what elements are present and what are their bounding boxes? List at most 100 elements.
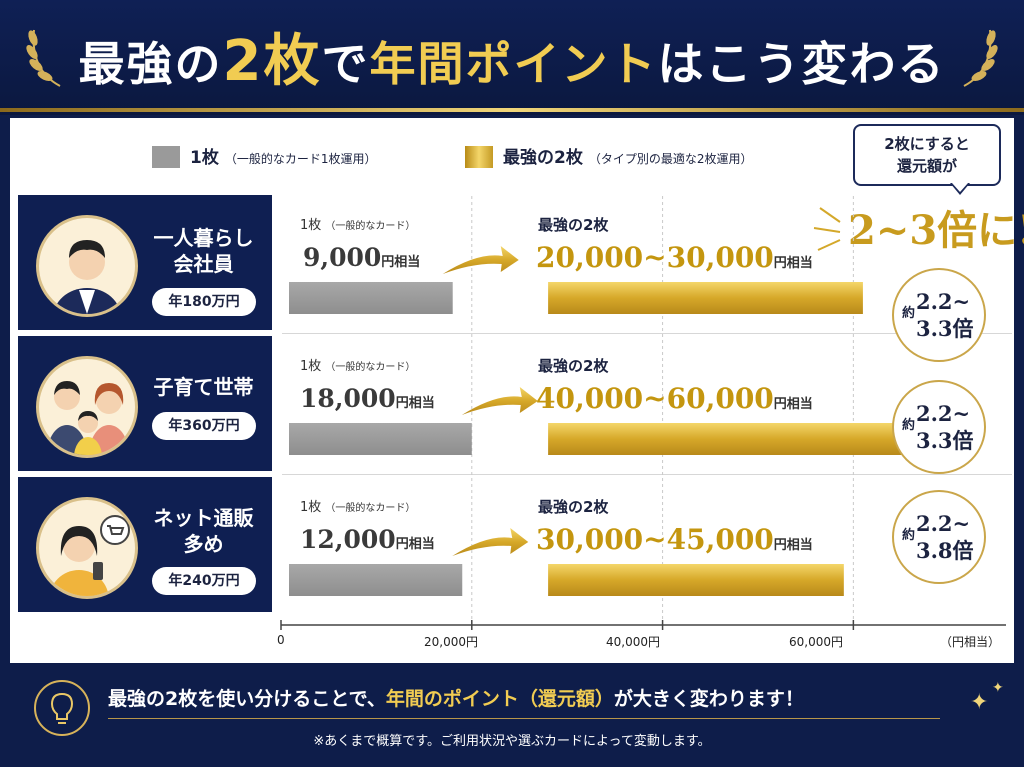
single-card-title: 1枚 bbox=[300, 500, 322, 515]
legend-best-note: （タイプ別の最適な2枚運用） bbox=[588, 152, 753, 166]
shopper-icon bbox=[49, 515, 130, 596]
title-part-4: 年間ポイント bbox=[369, 37, 658, 91]
legend-single-label: 1枚 bbox=[190, 148, 219, 168]
x-axis-unit: （円相当） bbox=[940, 635, 1001, 649]
ratio-high: 3.3倍 bbox=[916, 428, 974, 453]
callout-line-1: 2枚にすると bbox=[884, 135, 970, 153]
single-card-label: 1枚 （一般的なカード） bbox=[300, 355, 415, 374]
unit-label: 円相当 bbox=[773, 538, 813, 553]
unit-label: 円相当 bbox=[381, 255, 421, 270]
footer-message-b: 年間のポイント（還元額） bbox=[385, 688, 614, 710]
lightbulb-icon bbox=[34, 680, 90, 736]
header-divider bbox=[0, 108, 1024, 112]
single-card-title: 1枚 bbox=[300, 218, 322, 233]
income-badge: 年180万円 bbox=[152, 288, 256, 316]
bar-best-two-cards bbox=[548, 423, 911, 455]
x-tick-label: 0 bbox=[277, 633, 285, 647]
page-title: 最強の2枚で年間ポイントはこう変わる bbox=[40, 22, 984, 102]
single-card-label: 1枚 （一般的なカード） bbox=[300, 496, 415, 515]
unit-label: 円相当 bbox=[773, 256, 813, 271]
legend-best: 最強の2枚 （タイプ別の最適な2枚運用） bbox=[503, 143, 752, 168]
header bbox=[0, 0, 1024, 115]
single-card-amount: 18,000 bbox=[300, 384, 396, 413]
avatar-online-shopper bbox=[36, 497, 138, 599]
income-badge: 年240万円 bbox=[152, 567, 256, 595]
callout-line-2: 還元額が bbox=[896, 157, 957, 175]
title-part-1: 最強の bbox=[78, 37, 223, 91]
footer bbox=[0, 666, 1024, 767]
sparkle-icon: ✦ bbox=[992, 680, 1004, 696]
single-card-note: （一般的なカード） bbox=[325, 221, 416, 232]
single-card-value: 18,000円相当 bbox=[300, 384, 435, 413]
ratio-badge: 約 2.2~ 3.3倍 bbox=[892, 380, 986, 474]
bar-single-card bbox=[289, 282, 453, 314]
callout-tail-inner bbox=[952, 183, 968, 192]
single-card-note: （一般的なカード） bbox=[325, 362, 416, 373]
legend-single-note: （一般的なカード1枚運用） bbox=[224, 152, 377, 166]
persona-name-line2: 会社員 bbox=[173, 252, 234, 276]
legend-best-label: 最強の2枚 bbox=[503, 148, 583, 168]
footer-note: ※あくまで概算です。ご利用状況や選ぶカードによって変動します。 bbox=[313, 734, 711, 749]
ratio-high: 3.8倍 bbox=[916, 538, 974, 563]
persona-name-line1: ネット通販 bbox=[153, 506, 254, 530]
footer-message: 最強の2枚を使い分けることで、年間のポイント（還元額）が大きく変わります！ bbox=[108, 684, 938, 711]
best-two-value: 20,000~30,000円相当 bbox=[536, 241, 813, 274]
best-two-label: 最強の2枚 bbox=[538, 216, 609, 234]
arrow-icon bbox=[452, 528, 529, 556]
person-icon bbox=[53, 240, 121, 314]
single-card-label: 1枚 （一般的なカード） bbox=[300, 214, 415, 233]
single-card-note: （一般的なカード） bbox=[325, 503, 416, 514]
arrow-icon bbox=[442, 246, 519, 274]
unit-label: 円相当 bbox=[395, 396, 435, 411]
best-two-label: 最強の2枚 bbox=[538, 357, 609, 375]
laurel-left-icon bbox=[26, 29, 61, 87]
single-card-title: 1枚 bbox=[300, 359, 322, 374]
unit-label: 円相当 bbox=[395, 537, 435, 552]
ratio-prefix: 約 bbox=[902, 528, 916, 543]
persona-name-line1: 一人暮らし bbox=[153, 226, 254, 250]
ratio-badge: 約 2.2~ 3.8倍 bbox=[892, 490, 986, 584]
ratio-badge: 約 2.2~ 3.3倍 bbox=[892, 268, 986, 362]
single-card-value: 12,000円相当 bbox=[300, 525, 435, 554]
title-part-3: で bbox=[321, 37, 370, 91]
best-two-amount: 20,000~30,000 bbox=[536, 241, 774, 274]
best-two-label: 最強の2枚 bbox=[538, 498, 609, 516]
ratio-low: 2.2~ bbox=[916, 289, 971, 314]
title-part-2: 2枚 bbox=[222, 29, 322, 94]
multiplier-emphasis: 2~3倍に! bbox=[848, 207, 1024, 254]
ratio-prefix: 約 bbox=[902, 418, 916, 433]
x-tick-label: 60,000円 bbox=[789, 635, 843, 649]
arrow-icon bbox=[461, 387, 538, 415]
callout-box: 2枚にすると 還元額が bbox=[853, 124, 1001, 186]
footer-message-a: 最強の2枚を使い分けることで、 bbox=[108, 688, 386, 710]
best-two-amount: 40,000~60,000 bbox=[536, 382, 774, 415]
persona-card-family: 子育て世帯 年360万円 bbox=[18, 336, 272, 471]
x-tick-label: 20,000円 bbox=[424, 635, 478, 649]
persona-name-line2: 多め bbox=[183, 532, 224, 556]
bar-best-two-cards bbox=[548, 282, 863, 314]
ratio-prefix: 約 bbox=[902, 306, 916, 321]
legend-single: 1枚 （一般的なカード1枚運用） bbox=[190, 143, 376, 168]
ratio-low: 2.2~ bbox=[916, 511, 971, 536]
income-badge: 年360万円 bbox=[152, 412, 256, 440]
persona-name-line1: 子育て世帯 bbox=[153, 375, 254, 399]
sparkle-icon: ✦ bbox=[970, 690, 989, 715]
burst-lines-icon bbox=[813, 207, 841, 251]
legend-swatch-best bbox=[465, 146, 493, 168]
persona-card-single-worker: 一人暮らし 会社員 年180万円 bbox=[18, 195, 272, 330]
x-tick-label: 40,000円 bbox=[606, 635, 660, 649]
single-card-amount: 9,000 bbox=[303, 243, 382, 272]
footer-message-c: が大きく変わります！ bbox=[613, 688, 804, 710]
row-divider bbox=[282, 474, 1012, 475]
single-card-value: 9,000円相当 bbox=[303, 243, 420, 272]
persona-card-online-shopper: ネット通販 多め 年240万円 bbox=[18, 477, 272, 612]
legend-swatch-single bbox=[152, 146, 180, 168]
row-divider bbox=[282, 333, 1012, 334]
avatar-single-worker bbox=[36, 215, 138, 317]
footer-divider bbox=[108, 718, 940, 719]
ratio-high: 3.3倍 bbox=[916, 316, 974, 341]
avatar-family bbox=[36, 356, 138, 458]
unit-label: 円相当 bbox=[773, 397, 813, 412]
best-two-value: 30,000~45,000円相当 bbox=[536, 523, 813, 556]
